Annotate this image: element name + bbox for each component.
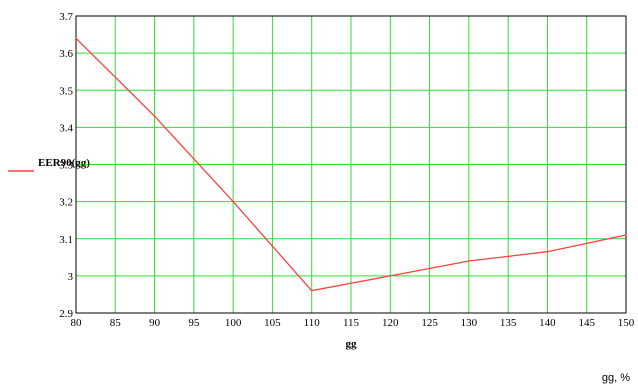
data-point — [232, 200, 234, 203]
x-tick-label: 80 — [71, 317, 83, 329]
y-tick-label: 3.2 — [59, 197, 73, 209]
y-tick-label: 3.5 — [59, 85, 73, 97]
x-tick-label: 100 — [225, 317, 242, 329]
data-point — [310, 289, 313, 292]
data-point — [389, 275, 392, 277]
series-layer — [75, 37, 627, 292]
x-axis-label: gg — [346, 338, 358, 350]
y-axis-label: EER90(gg) — [38, 157, 90, 169]
x-tick-label: 115 — [343, 317, 360, 329]
y-tick-label: 3.4 — [59, 122, 73, 134]
y-tick-label: 3.7 — [59, 11, 73, 23]
x-axis-ticks: 80 85 90 95 100 105 110 115 120 125 130 135 140 145 15… — [71, 317, 635, 329]
data-point — [546, 250, 549, 253]
x-tick-label: 90 — [149, 317, 161, 329]
unit-caption: gg, % — [601, 372, 630, 384]
y-tick-label: 3 — [68, 271, 74, 283]
y-tick-label: 3.3 — [59, 160, 73, 172]
x-tick-label: 135 — [500, 317, 517, 329]
x-tick-label: 150 — [618, 317, 635, 329]
data-point — [468, 260, 470, 262]
x-tick-label: 140 — [539, 317, 556, 329]
x-tick-label: 85 — [110, 317, 122, 329]
series-line — [75, 37, 627, 292]
x-tick-label: 110 — [304, 317, 321, 329]
data-point — [153, 115, 156, 118]
x-tick-label: 120 — [382, 317, 399, 329]
y-tick-label: 2.9 — [59, 308, 73, 320]
data-point — [625, 234, 627, 236]
plot-frame — [75, 15, 627, 314]
x-tick-label: 145 — [578, 317, 595, 329]
x-tick-label: 125 — [421, 317, 438, 329]
y-tick-label: 3.1 — [59, 234, 73, 246]
y-tick-label: 3.6 — [59, 48, 73, 60]
x-tick-label: 105 — [264, 317, 281, 329]
chart-grid — [75, 15, 627, 314]
x-tick-label: 130 — [461, 317, 478, 329]
y-axis-ticks: 2.9 3 3.1 3.2 3.3 3.4 3.5 3.6 3.7 — [59, 11, 73, 320]
data-point — [75, 37, 77, 40]
x-tick-label: 95 — [188, 317, 200, 329]
